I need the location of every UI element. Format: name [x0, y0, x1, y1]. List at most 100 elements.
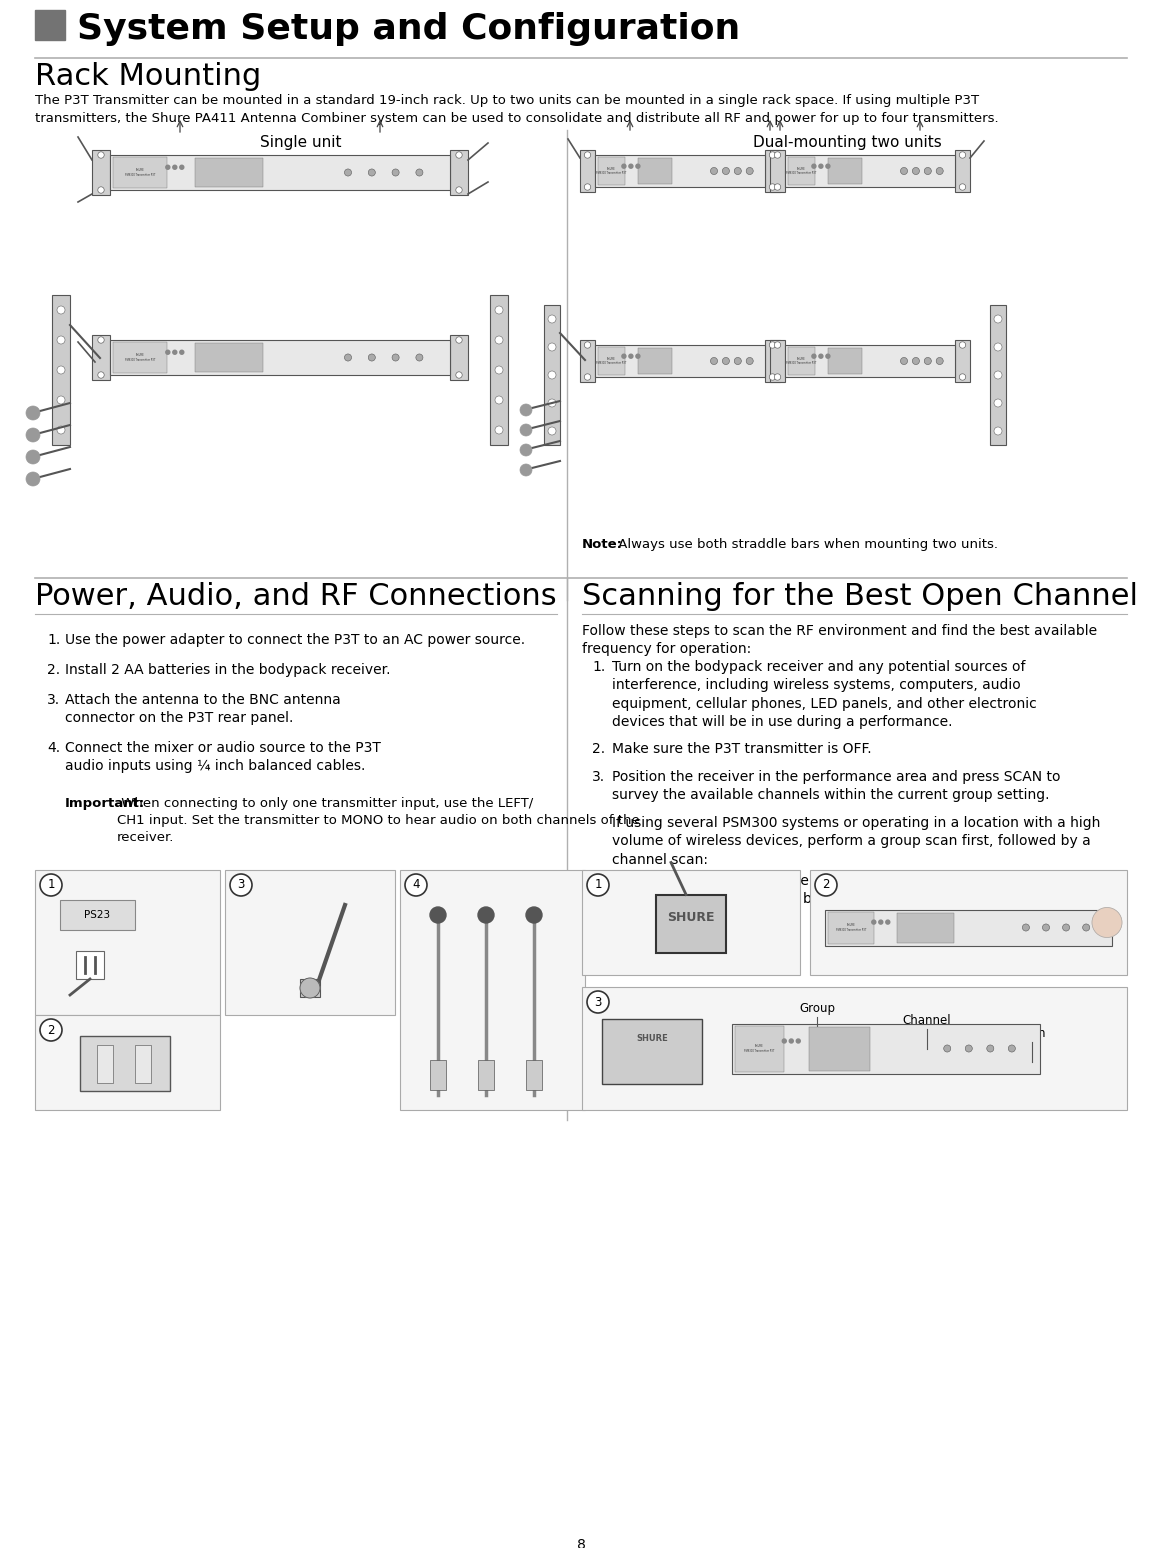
- Bar: [580, 341, 595, 382]
- Text: SHURE
PSM300 Transmitter P3T: SHURE PSM300 Transmitter P3T: [596, 167, 626, 175]
- Text: Use the power adapter to connect the P3T to an AC power source.: Use the power adapter to connect the P3T…: [65, 633, 525, 647]
- Bar: [788, 347, 816, 375]
- Circle shape: [495, 396, 503, 404]
- Circle shape: [57, 365, 65, 375]
- Circle shape: [796, 1039, 801, 1043]
- Circle shape: [40, 1019, 62, 1040]
- Bar: [582, 870, 799, 975]
- Circle shape: [98, 337, 105, 344]
- Circle shape: [774, 342, 781, 348]
- Circle shape: [812, 354, 816, 358]
- Circle shape: [456, 372, 462, 378]
- Circle shape: [98, 372, 105, 378]
- Text: If using several PSM300 systems or operating in a location with a high
volume of: If using several PSM300 systems or opera…: [612, 816, 1100, 867]
- Text: SHURE
PSM300 Transmitter P3T: SHURE PSM300 Transmitter P3T: [745, 1045, 775, 1053]
- Bar: [595, 345, 765, 378]
- Text: Follow these steps to scan the RF environment and find the best available
freque: Follow these steps to scan the RF enviro…: [582, 624, 1097, 656]
- Text: Make sure the P3T transmitter is OFF.: Make sure the P3T transmitter is OFF.: [612, 741, 872, 755]
- Circle shape: [548, 344, 555, 351]
- Bar: [110, 341, 450, 375]
- Circle shape: [769, 373, 776, 381]
- Bar: [52, 296, 70, 444]
- Circle shape: [521, 464, 532, 475]
- Text: Single unit: Single unit: [260, 135, 342, 150]
- Circle shape: [944, 1045, 951, 1053]
- Circle shape: [746, 358, 753, 364]
- Text: 1.: 1.: [591, 659, 605, 673]
- Bar: [490, 296, 508, 444]
- Circle shape: [937, 167, 944, 175]
- Text: SHURE
PSM300 Transmitter P3T: SHURE PSM300 Transmitter P3T: [787, 358, 817, 365]
- Circle shape: [960, 152, 966, 158]
- Circle shape: [723, 167, 730, 175]
- Bar: [955, 341, 970, 382]
- Circle shape: [994, 399, 1002, 407]
- Bar: [598, 347, 625, 375]
- Text: Note:: Note:: [582, 539, 623, 551]
- Circle shape: [368, 169, 375, 176]
- Circle shape: [173, 350, 177, 354]
- Circle shape: [26, 450, 40, 464]
- Circle shape: [769, 342, 776, 348]
- Bar: [92, 150, 110, 195]
- Text: 3.: 3.: [46, 694, 60, 707]
- Bar: [60, 899, 135, 930]
- Circle shape: [584, 152, 590, 158]
- Bar: [300, 978, 320, 997]
- Bar: [96, 1045, 113, 1082]
- Text: Power = Off: Power = Off: [1025, 910, 1091, 920]
- Text: 3: 3: [594, 995, 602, 1008]
- Text: Press and hold the SCAN button on the receiver.: Press and hold the SCAN button on the re…: [676, 875, 1014, 889]
- Bar: [829, 912, 874, 943]
- Bar: [827, 158, 861, 184]
- Bar: [810, 870, 1127, 975]
- Circle shape: [57, 336, 65, 344]
- Text: 4: 4: [413, 879, 419, 892]
- Bar: [765, 150, 780, 192]
- Text: 1.: 1.: [46, 633, 60, 647]
- Text: Scan: Scan: [1018, 1026, 1046, 1040]
- Text: 2.: 2.: [591, 741, 605, 755]
- Circle shape: [710, 167, 717, 175]
- Circle shape: [937, 358, 944, 364]
- Circle shape: [994, 344, 1002, 351]
- Text: 1: 1: [594, 879, 602, 892]
- Bar: [450, 150, 468, 195]
- Circle shape: [629, 354, 633, 358]
- Circle shape: [526, 907, 541, 923]
- Circle shape: [878, 920, 883, 924]
- Circle shape: [57, 396, 65, 404]
- Bar: [113, 156, 167, 187]
- Circle shape: [734, 358, 741, 364]
- Bar: [400, 870, 584, 1110]
- Circle shape: [994, 427, 1002, 435]
- Circle shape: [584, 184, 590, 190]
- Circle shape: [416, 169, 423, 176]
- Text: Turn on the bodypack receiver and any potential sources of
interference, includi: Turn on the bodypack receiver and any po…: [612, 659, 1037, 729]
- Bar: [825, 910, 1112, 946]
- Circle shape: [392, 169, 399, 176]
- Circle shape: [166, 350, 170, 354]
- Circle shape: [548, 399, 555, 407]
- Circle shape: [629, 164, 633, 169]
- Bar: [657, 895, 726, 952]
- Circle shape: [1042, 924, 1049, 930]
- Circle shape: [774, 152, 781, 158]
- Bar: [544, 305, 560, 444]
- Circle shape: [521, 404, 532, 416]
- Circle shape: [548, 314, 555, 324]
- Circle shape: [57, 426, 65, 433]
- Bar: [638, 158, 672, 184]
- Text: Dual-mounting two units: Dual-mounting two units: [753, 135, 941, 150]
- Circle shape: [392, 354, 399, 361]
- Circle shape: [636, 164, 640, 169]
- Text: SHURE: SHURE: [636, 1034, 668, 1043]
- Bar: [80, 1036, 170, 1090]
- Circle shape: [406, 875, 426, 896]
- Circle shape: [495, 426, 503, 433]
- Bar: [92, 334, 110, 379]
- Circle shape: [456, 152, 462, 158]
- Bar: [76, 950, 105, 978]
- Text: Important:: Important:: [65, 797, 145, 810]
- Circle shape: [746, 167, 753, 175]
